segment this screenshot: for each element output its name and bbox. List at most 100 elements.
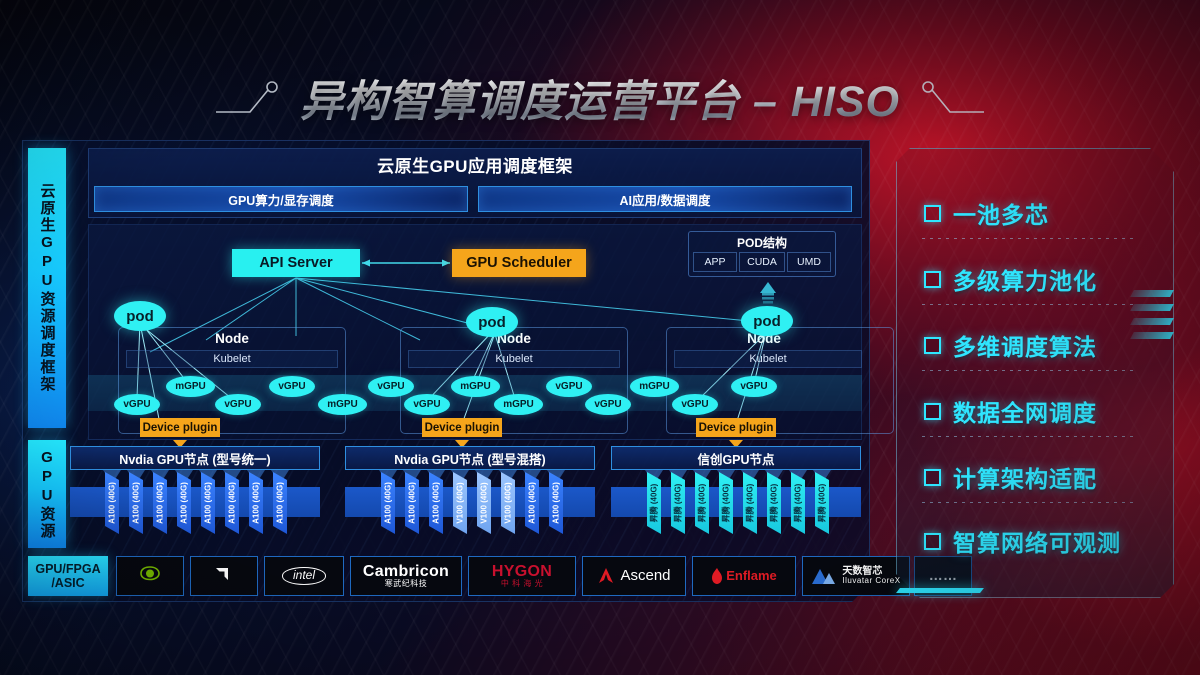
amd-arrow-icon <box>214 566 234 587</box>
mgpu-pill[interactable]: mGPU <box>630 376 679 397</box>
sidebar-tab-resources[interactable]: GPU资源 <box>28 440 66 548</box>
mgpu-pill[interactable]: mGPU <box>494 394 543 415</box>
gpu-card-label: A100 (40G) <box>227 482 237 524</box>
feature-item-3[interactable]: 多维调度算法 <box>924 328 1097 362</box>
device-plugin-2[interactable]: Device plugin <box>422 418 502 437</box>
iluvatar-wordmark-en: Iluvatar CoreX <box>842 576 901 586</box>
gpu-card[interactable]: 昇腾 (40G) <box>743 472 757 534</box>
hygon-logo-content: HYGON 中 科 海 光 <box>492 563 552 589</box>
amd-logo[interactable] <box>190 556 258 596</box>
vgpu-pill[interactable]: vGPU <box>546 376 592 397</box>
vgpu-pill[interactable]: vGPU <box>114 394 160 415</box>
pod-node-3[interactable]: pod <box>741 306 793 336</box>
gpu-card[interactable]: 昇腾 (40G) <box>695 472 709 534</box>
gpu-card-label: A100 (40G) <box>527 482 537 524</box>
title-left-decoration <box>216 81 278 113</box>
gpu-card[interactable]: 昇腾 (40G) <box>815 472 829 534</box>
gpu-card[interactable]: V100 (40G) <box>477 472 491 534</box>
gpu-card-label: A100 (40G) <box>407 482 417 524</box>
sidebar-tab-framework[interactable]: 云原生GPU资源调度框架 <box>28 148 66 428</box>
intel-logo[interactable]: intel <box>264 556 344 596</box>
framework-bar-ai[interactable]: AI应用/数据调度 <box>478 186 852 212</box>
gpu-card-label: 昇腾 (40G) <box>817 483 827 523</box>
checkbox-square-icon <box>924 336 941 354</box>
gpu-card[interactable]: A100 (40G) <box>381 472 395 534</box>
mgpu-pill[interactable]: mGPU <box>451 376 500 397</box>
gpu-group-header-1[interactable]: Nvdia GPU节点 (型号统一) <box>70 446 320 470</box>
feature-item-6[interactable]: 智算网络可观测 <box>924 524 1121 558</box>
enflame-logo[interactable]: Enflame <box>692 556 796 596</box>
vendor-label-line1: GPU/FPGA <box>35 562 101 576</box>
vgpu-pill[interactable]: vGPU <box>269 376 315 397</box>
gpu-card-label: A100 (40G) <box>251 482 261 524</box>
gpu-card[interactable]: A100 (40G) <box>249 472 263 534</box>
gpu-card[interactable]: 昇腾 (40G) <box>647 472 661 534</box>
gpu-card[interactable]: A100 (40G) <box>405 472 419 534</box>
gpu-card[interactable]: A100 (40G) <box>129 472 143 534</box>
feature-item-2[interactable]: 多级算力池化 <box>924 262 1097 296</box>
gpu-card[interactable]: A100 (40G) <box>429 472 443 534</box>
gpu-card[interactable]: A100 (40G) <box>105 472 119 534</box>
feature-item-label: 计算架构适配 <box>953 466 1097 492</box>
feature-item-label: 一池多芯 <box>953 202 1049 228</box>
gpu-card-label: V100 (40G) <box>479 482 489 524</box>
gpu-card[interactable]: A100 (40G) <box>201 472 215 534</box>
gpu-card-label: A100 (40G) <box>131 482 141 524</box>
checkbox-square-icon <box>924 204 941 222</box>
panel-corner-accent <box>896 588 984 593</box>
pod-cell-app: APP <box>693 252 737 272</box>
api-server-node[interactable]: API Server <box>232 249 360 277</box>
gpu-card[interactable]: 昇腾 (40G) <box>791 472 805 534</box>
mgpu-pill[interactable]: mGPU <box>166 376 215 397</box>
gpu-card[interactable]: 昇腾 (40G) <box>719 472 733 534</box>
ascend-logo[interactable]: Ascend <box>582 556 686 596</box>
gpu-card[interactable]: 昇腾 (40G) <box>671 472 685 534</box>
gpu-card-label: A100 (40G) <box>179 482 189 524</box>
gpu-card[interactable]: A100 (40G) <box>177 472 191 534</box>
gpu-card[interactable]: A100 (40G) <box>225 472 239 534</box>
framework-bar-compute[interactable]: GPU算力/显存调度 <box>94 186 468 212</box>
gpu-card[interactable]: A100 (40G) <box>525 472 539 534</box>
pod-cell-umd: UMD <box>787 252 831 272</box>
vgpu-pill[interactable]: vGPU <box>585 394 631 415</box>
feature-item-4[interactable]: 数据全网调度 <box>924 394 1097 428</box>
mgpu-pill[interactable]: mGPU <box>318 394 367 415</box>
intel-logo-content: intel <box>281 567 326 585</box>
vgpu-pill[interactable]: vGPU <box>404 394 450 415</box>
panel-stripe-2 <box>1130 304 1174 311</box>
cambricon-logo-wordmark: Cambricon <box>362 562 450 580</box>
feature-item-label: 多维调度算法 <box>953 334 1097 360</box>
gpu-card[interactable]: A100 (40G) <box>273 472 287 534</box>
cambricon-logo-subtitle: 寒武纪科技 <box>384 579 428 589</box>
gpu-card[interactable]: A100 (40G) <box>549 472 563 534</box>
gpu-card[interactable]: V100 (40G) <box>453 472 467 534</box>
gpu-group-header-3[interactable]: 信创GPU节点 <box>611 446 861 470</box>
vgpu-pill[interactable]: vGPU <box>215 394 261 415</box>
gpu-scheduler-node[interactable]: GPU Scheduler <box>452 249 586 277</box>
panel-stripe-3 <box>1130 318 1174 325</box>
iluvatar-logo[interactable]: 天数智芯 Iluvatar CoreX <box>802 556 910 596</box>
gpu-group-header-2[interactable]: Nvdia GPU节点 (型号混搭) <box>345 446 595 470</box>
hygon-logo[interactable]: HYGON 中 科 海 光 <box>468 556 576 596</box>
nvidia-logo[interactable] <box>116 556 184 596</box>
cambricon-logo[interactable]: Cambricon 寒武纪科技 <box>350 556 462 596</box>
gpu-card[interactable]: V100 (40G) <box>501 472 515 534</box>
cambricon-logo-content: Cambricon 寒武纪科技 <box>363 563 449 589</box>
feature-divider <box>922 238 1136 239</box>
vgpu-pill[interactable]: vGPU <box>672 394 718 415</box>
gpu-card[interactable]: A100 (40G) <box>153 472 167 534</box>
vgpu-pill[interactable]: vGPU <box>368 376 414 397</box>
pod-node-1[interactable]: pod <box>114 301 166 331</box>
checkbox-square-icon <box>924 402 941 420</box>
gpu-card-label: A100 (40G) <box>383 482 393 524</box>
device-plugin-1[interactable]: Device plugin <box>140 418 220 437</box>
gpu-card[interactable]: 昇腾 (40G) <box>767 472 781 534</box>
feature-item-5[interactable]: 计算架构适配 <box>924 460 1097 494</box>
vgpu-pill[interactable]: vGPU <box>731 376 777 397</box>
gpu-card-label: A100 (40G) <box>155 482 165 524</box>
gpu-card-label: 昇腾 (40G) <box>697 483 707 523</box>
pod-node-2[interactable]: pod <box>466 307 518 337</box>
enflame-wordmark: Enflame <box>726 567 777 583</box>
device-plugin-3[interactable]: Device plugin <box>696 418 776 437</box>
feature-item-1[interactable]: 一池多芯 <box>924 196 1049 230</box>
